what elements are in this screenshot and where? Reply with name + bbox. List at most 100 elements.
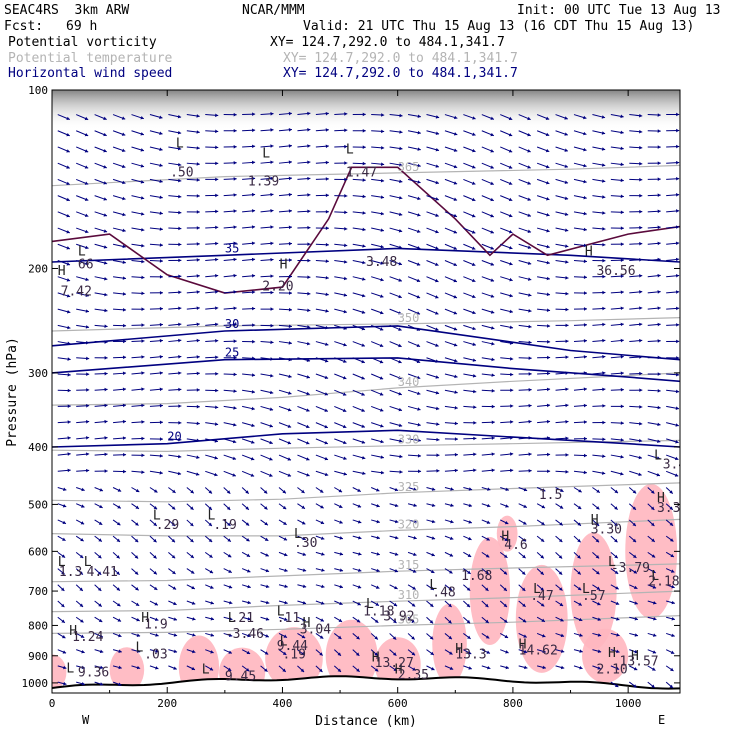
isentrope-label: 325	[398, 480, 420, 494]
y-tick-label: 500	[28, 498, 48, 511]
wind-vector	[168, 371, 182, 375]
wind-vector	[315, 454, 329, 461]
wind-vector	[168, 306, 182, 311]
wind-vector	[112, 551, 121, 559]
wind-vector	[76, 356, 90, 361]
wind-vector	[94, 243, 108, 249]
wind-vector	[297, 127, 311, 132]
wind-vector	[334, 341, 347, 347]
wind-vector	[223, 209, 237, 213]
wind-vector	[76, 260, 89, 266]
wind-vector	[647, 193, 661, 198]
wind-vector	[223, 438, 237, 444]
wind-vector	[186, 535, 194, 543]
wind-vector	[297, 535, 306, 541]
wind-contour-35	[52, 247, 680, 263]
wind-vector	[481, 665, 491, 670]
wind-vector	[463, 114, 476, 120]
wind-vector	[389, 535, 399, 540]
wind-vector	[629, 632, 639, 637]
wind-vector	[278, 600, 288, 605]
wind-vector	[315, 160, 329, 165]
wind-vector	[389, 324, 402, 331]
wind-vector	[315, 535, 325, 540]
wind-vector	[500, 420, 514, 424]
wind-vector	[629, 388, 643, 392]
wind-vector	[334, 144, 348, 149]
wind-vector	[57, 114, 70, 121]
wind-vector	[260, 487, 268, 494]
wind-vector	[426, 665, 435, 671]
wind-vector	[481, 436, 495, 440]
wind-vector	[205, 388, 219, 393]
wind-vector	[297, 551, 307, 556]
wind-vector	[371, 178, 385, 183]
y-tick-label: 1000	[22, 677, 49, 690]
wind-vector	[278, 454, 292, 461]
wind-vector	[518, 519, 527, 525]
wind-vector	[94, 195, 108, 201]
wind-vector	[352, 178, 366, 182]
wind-vector	[647, 681, 656, 689]
wind-vector	[407, 503, 417, 508]
wind-vector	[168, 437, 182, 442]
wind-vector	[500, 519, 509, 525]
wind-vector	[444, 421, 458, 426]
wind-vector	[260, 470, 273, 477]
wind-vector	[629, 355, 643, 359]
wind-vector	[315, 324, 329, 330]
wind-vector	[518, 324, 532, 329]
y-tick-label: 300	[28, 367, 48, 380]
wind-vector	[666, 584, 675, 589]
extremum-marker: L	[582, 582, 590, 597]
wind-vector	[334, 308, 348, 314]
wind-vector	[149, 600, 159, 606]
wind-vector	[315, 193, 329, 198]
wind-vector	[205, 405, 219, 410]
wind-vector	[168, 258, 182, 263]
y-tick-label: 200	[28, 262, 48, 275]
wind-vector	[168, 242, 182, 247]
wind-vector	[168, 162, 182, 167]
wind-vector	[665, 535, 674, 542]
wind-vector	[555, 227, 569, 232]
extremum-marker: L	[78, 244, 86, 259]
wind-vector	[186, 114, 200, 118]
wind-vector	[205, 193, 219, 198]
wind-vector	[610, 387, 624, 392]
wind-vector	[297, 258, 311, 263]
x-tick-label: 600	[388, 697, 408, 710]
wind-vector	[168, 519, 176, 527]
wind-vector	[168, 649, 178, 654]
extremum-marker: H	[501, 529, 509, 544]
wind-vector	[168, 551, 176, 559]
isentrope-330	[52, 439, 680, 453]
wind-vector	[334, 112, 348, 116]
wind-vector	[131, 551, 139, 559]
wind-vector	[481, 551, 490, 558]
wind-vector	[241, 454, 255, 461]
wind-vector	[500, 292, 513, 298]
wind-vector	[168, 114, 182, 119]
wind-vector	[315, 568, 325, 572]
wind-vector	[407, 405, 421, 411]
wind-vector	[168, 226, 182, 231]
wind-vector	[112, 146, 126, 153]
wind-vector	[555, 665, 565, 670]
wind-vector	[463, 568, 471, 575]
wind-vector	[500, 114, 513, 121]
wind-vector	[352, 389, 365, 396]
wind-vector	[555, 130, 568, 136]
isentrope-label: 315	[398, 558, 420, 572]
wind-vector	[168, 503, 176, 510]
pv-label: 3.4	[663, 458, 687, 473]
wind-vector	[352, 535, 362, 540]
wind-vector	[389, 357, 402, 364]
wind-vector	[371, 324, 384, 331]
wind-vector	[204, 551, 213, 559]
wind-vector	[518, 551, 526, 559]
wind-vector	[610, 226, 624, 231]
isentrope-320	[52, 518, 680, 537]
pv-label: 2.20	[262, 280, 293, 295]
wind-vector	[242, 112, 256, 116]
